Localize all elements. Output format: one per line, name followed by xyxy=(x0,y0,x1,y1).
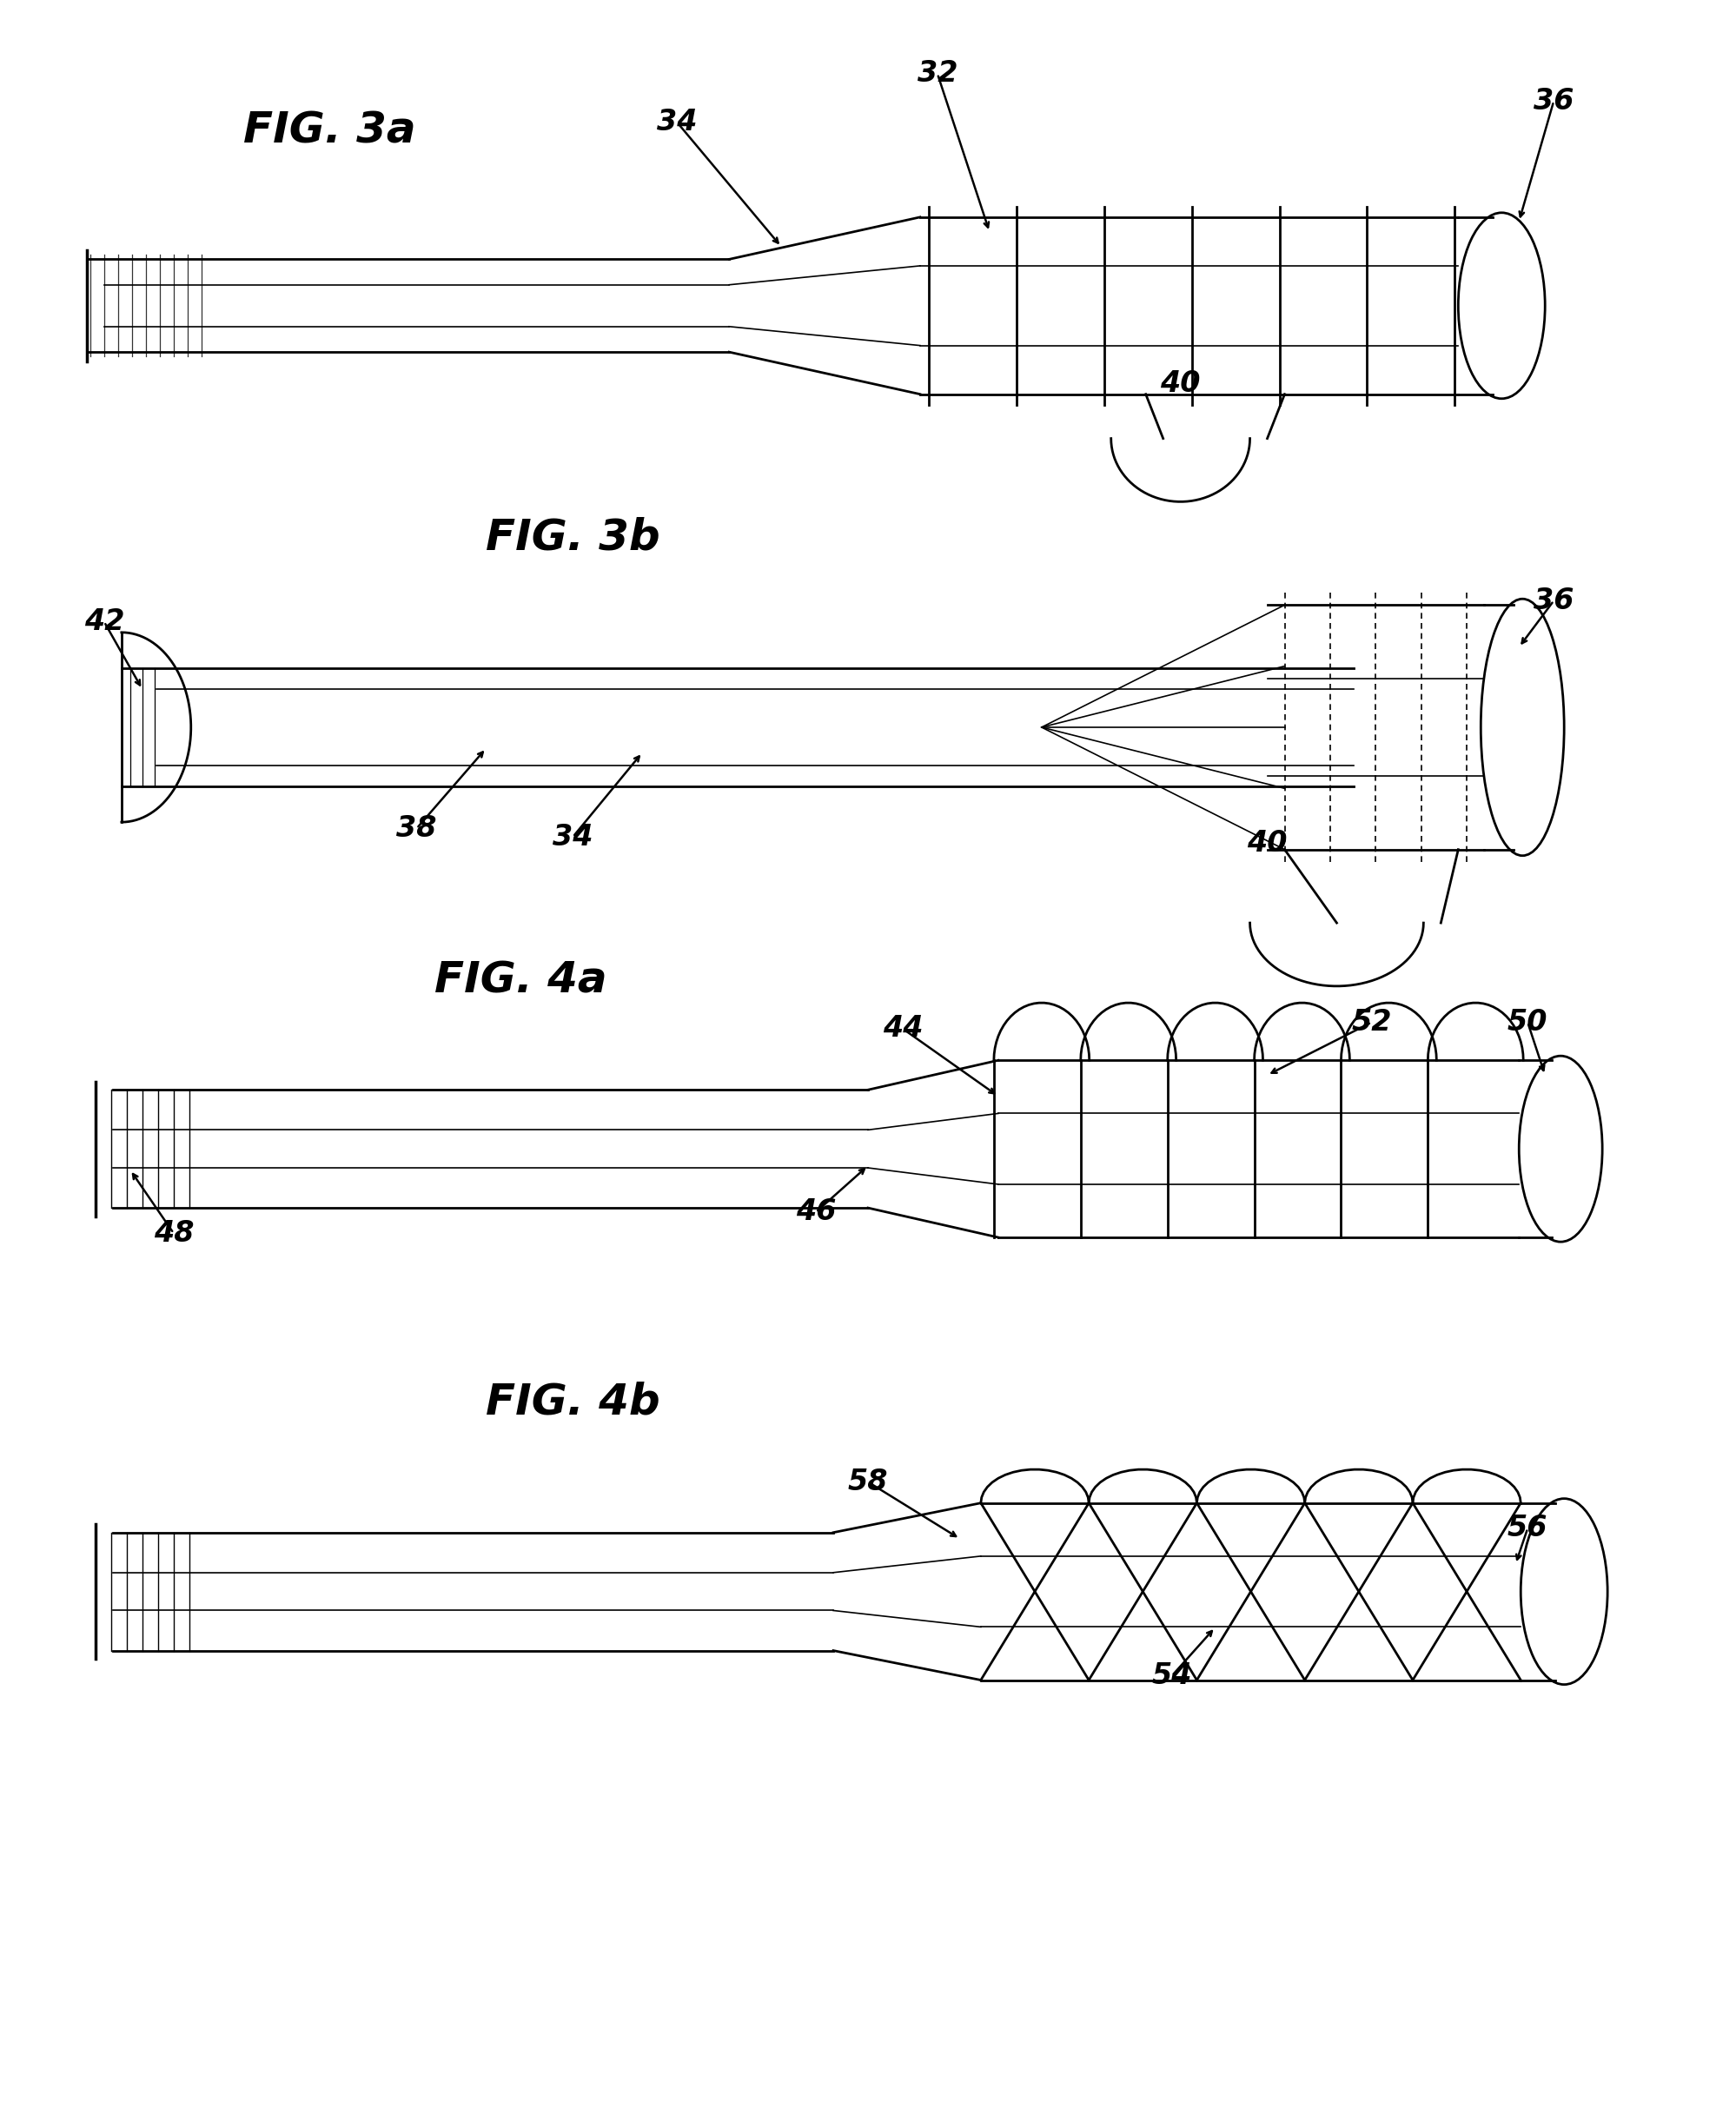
Text: 32: 32 xyxy=(917,59,958,89)
Text: 48: 48 xyxy=(153,1218,194,1248)
Text: 36: 36 xyxy=(1533,86,1575,116)
Text: FIG. 4a: FIG. 4a xyxy=(434,959,606,1001)
Text: FIG. 3b: FIG. 3b xyxy=(486,516,660,559)
Text: 36: 36 xyxy=(1533,586,1575,616)
Text: 38: 38 xyxy=(396,814,437,843)
Text: 42: 42 xyxy=(83,607,125,637)
Text: 46: 46 xyxy=(795,1197,837,1227)
Text: 44: 44 xyxy=(882,1014,924,1043)
Text: 56: 56 xyxy=(1507,1514,1549,1543)
Text: 40: 40 xyxy=(1246,828,1288,858)
Text: 34: 34 xyxy=(552,822,594,852)
Text: 58: 58 xyxy=(847,1467,889,1497)
Text: 52: 52 xyxy=(1351,1008,1392,1037)
Text: 54: 54 xyxy=(1151,1661,1193,1691)
Text: 40: 40 xyxy=(1160,369,1201,398)
Text: FIG. 4b: FIG. 4b xyxy=(486,1381,660,1423)
Text: 34: 34 xyxy=(656,108,698,137)
Text: FIG. 3a: FIG. 3a xyxy=(243,110,415,152)
Text: 50: 50 xyxy=(1507,1008,1549,1037)
